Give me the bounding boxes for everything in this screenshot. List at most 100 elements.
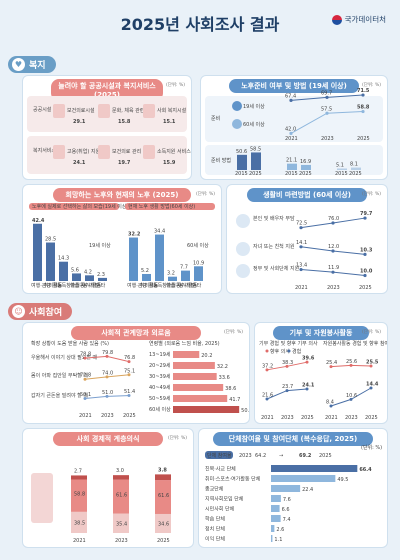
expense-point — [299, 226, 303, 230]
expense-year: 2023 — [327, 285, 340, 291]
age19-point — [361, 93, 365, 97]
donate-future-point — [265, 368, 269, 372]
expense-point — [331, 249, 335, 253]
sub1-bg — [29, 203, 119, 210]
expense-year: 2025 — [359, 285, 372, 291]
expense-value: 13.4 — [296, 263, 307, 269]
relation-point — [127, 394, 131, 398]
method-b-value: 16.9 — [300, 159, 311, 165]
page-title: 2025년 사회조사 결과 — [120, 15, 280, 34]
current-value: 32.2 — [128, 232, 141, 238]
rate-value-1: 64.2 — [255, 453, 266, 459]
donation-year: 2025 — [301, 415, 314, 421]
class-title: 사회 경제적 계층의식 — [53, 432, 163, 446]
expense-point — [363, 273, 367, 278]
age19-point — [325, 95, 329, 99]
wish-value: 28.5 — [45, 237, 56, 243]
volunteer-future-value: 25.6 — [346, 359, 357, 365]
rate-label: 단체 참여율 — [207, 452, 232, 459]
wish-category: 학습·자기개발 — [70, 282, 100, 289]
class-low-bar — [71, 511, 87, 533]
header: 2025년 사회조사 결과 국가데이터처 — [0, 0, 400, 44]
expense-value: 72.5 — [296, 221, 307, 227]
donation-sub1: 기부 경험 및 향후 기부 의사 — [259, 340, 318, 347]
service-label: 고용(취업) 지원 — [67, 148, 100, 155]
expense-value: 10.0 — [360, 269, 373, 275]
age19-label: 71.5 — [357, 88, 370, 94]
expense-label: 본인 및 배우자 부담 — [253, 215, 295, 222]
age60-label: 58.8 — [357, 105, 370, 111]
sub2-label: 현재 노후 생활 방법(60세 이상) — [128, 203, 195, 210]
current-category: 여행·관광 활동 — [127, 282, 158, 289]
donation-chart: 기부 경험 및 향후 기부 의사 자원봉사활동 경험 및 향후 참여 의사향후 의… — [259, 340, 387, 421]
people-icon: ☺ — [12, 305, 25, 318]
current-bar — [129, 237, 138, 281]
group-bar — [271, 515, 281, 522]
wish-category: 여행·관광 활동 — [31, 282, 62, 289]
wish-bar — [59, 261, 68, 281]
desired-life-panel: 희망하는 노후와 현재의 노후 (2025) (단위: %) 노후에 실제로 선… — [22, 184, 222, 294]
donation-panel: 기부 및 자원봉사활동 (단위: %) 기부 경험 및 향후 기부 의사 자원봉사… — [254, 322, 388, 424]
retirement-prep-unit: (단위: %) — [361, 83, 381, 88]
class-year: 2023 — [115, 538, 128, 544]
service-label: 문화, 체육 관련 시설 — [112, 107, 156, 114]
age-label: 30~39세 — [149, 373, 171, 380]
method-b-year: 2015 — [285, 171, 298, 177]
desired-life-chart: 노후에 실제로 선택하는 삶의 모습(19세 이상) 현재 노후 생활 방법(60… — [29, 203, 215, 289]
relation-point — [83, 377, 87, 381]
service-value: 29.1 — [73, 119, 86, 125]
service-label: 보건의료 관리 지원 — [112, 148, 152, 155]
relation-label: 몸이 아파 집안일 부탁할 때 — [31, 372, 88, 379]
welfare-services-unit: (단위: %) — [165, 83, 185, 88]
group-category: 친목·사교 단체 — [205, 466, 236, 473]
taegeuk-icon — [331, 14, 342, 25]
relation-label: 우울해서 이야기 상대 필요할 때 — [31, 354, 98, 361]
volunteer-future-value: 25.4 — [326, 360, 337, 366]
prep-year: 2021 — [285, 136, 298, 142]
relation-value: 74.0 — [102, 370, 113, 376]
age60-label: 57.5 — [321, 106, 332, 112]
person-icon — [236, 242, 250, 256]
desired-life-unit: (단위: %) — [195, 192, 215, 197]
retirement-prep-chart: 준비 19세 이상 60세 이상 67.4 69.7 71.5 42.0 57.5 58.8 20… — [205, 88, 383, 177]
tag1: 19세 이상 — [89, 242, 111, 249]
method-c-value: 8.1 — [350, 162, 358, 168]
social-pill: ☺ 사회참여 — [8, 303, 73, 320]
donate-exp-value: 21.6 — [262, 393, 273, 399]
retirement-prep-panel: 노후준비 여부 및 방법 (19세 이상) (단위: %) 준비 19세 이상 60… — [200, 75, 388, 180]
wish-category: 기타 — [96, 282, 106, 289]
relation-point — [83, 356, 87, 360]
service-label: 사회 복지시설 — [157, 107, 187, 114]
class-mid-value: 61.6 — [158, 493, 169, 499]
group-bar — [271, 525, 275, 532]
relation-point — [105, 375, 109, 379]
expense-value: 79.7 — [360, 211, 373, 217]
class-top-value: 3.8 — [158, 467, 167, 473]
class-low-value: 34.6 — [158, 521, 169, 527]
social-relation-chart: 확장 상황이 도움 받을 사람 있음 (%) 연령별 (외로움 느낌 비율, 20… — [31, 340, 249, 419]
expense-point — [331, 221, 335, 225]
wish-bar — [46, 242, 55, 281]
age-bar — [173, 384, 224, 391]
class-low-bar — [155, 513, 171, 533]
group-category: 정치 단체 — [205, 526, 225, 533]
living-expense-title: 생활비 마련방법 (60세 이상) — [247, 188, 367, 202]
class-low-value: 38.5 — [74, 520, 85, 526]
class-top-value: 2.7 — [74, 468, 82, 474]
group-bar — [271, 465, 358, 472]
service-label: 보건의료시설 — [67, 107, 95, 114]
wish-value: 14.3 — [58, 256, 69, 262]
wish-bar — [33, 223, 42, 281]
group-unit: (단위: %) — [361, 444, 382, 451]
expense-value: 12.0 — [328, 244, 339, 250]
age-value: 32.2 — [217, 364, 228, 370]
current-value: 3.2 — [167, 271, 175, 277]
current-bar — [168, 276, 177, 281]
relation-point — [127, 360, 131, 364]
current-category: 봉사활동 — [179, 282, 198, 289]
group-value: 6.6 — [282, 507, 290, 513]
donation-sub2: 자원봉사활동 경험 및 향후 참여 의사 — [323, 340, 387, 347]
current-bar — [142, 273, 151, 281]
service-icon — [98, 145, 110, 159]
donate-exp-point — [285, 389, 289, 393]
